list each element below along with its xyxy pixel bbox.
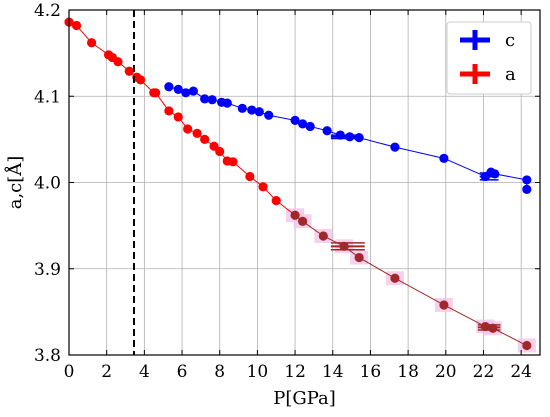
- x-tick-label: 20: [435, 362, 457, 382]
- error-bars: [330, 134, 501, 331]
- point-a: [151, 88, 161, 98]
- point-a: [318, 231, 328, 241]
- x-tick-label: 22: [473, 362, 495, 382]
- point-a: [258, 182, 268, 192]
- point-a: [192, 128, 202, 138]
- x-tick-label: 8: [214, 362, 225, 382]
- y-tick-label: 3.9: [34, 260, 61, 280]
- point-a: [354, 252, 364, 263]
- point-c: [188, 86, 198, 96]
- series-line-a: [358, 257, 396, 279]
- point-a: [245, 171, 255, 182]
- x-tick-label: 18: [397, 362, 419, 382]
- point-a: [71, 20, 82, 31]
- point-c: [247, 105, 257, 115]
- series-line-c: [394, 146, 445, 159]
- point-c: [298, 119, 308, 129]
- point-a: [87, 38, 97, 48]
- point-a: [135, 75, 146, 85]
- point-a: [164, 106, 174, 116]
- series-line-a: [394, 277, 445, 306]
- point-a: [183, 124, 193, 134]
- point-c: [390, 142, 400, 152]
- point-c: [173, 84, 183, 94]
- point-a: [173, 112, 183, 122]
- point-a: [200, 134, 210, 144]
- ticks: 0 2 4 6 8 10 12 14 16 18 20 22 243.83.94.04.14.2: [34, 1, 540, 382]
- legend: ca: [446, 21, 532, 95]
- series-line-a: [492, 327, 528, 346]
- legend-label-c: c: [505, 30, 515, 51]
- y-tick-label: 4.2: [34, 1, 61, 21]
- point-c: [222, 98, 232, 108]
- legend-entries: ca: [460, 30, 516, 85]
- x-tick-label: 4: [139, 362, 150, 382]
- x-tick-label: 0: [64, 362, 75, 382]
- series-line-a: [443, 304, 486, 327]
- x-tick-label: 2: [101, 362, 112, 382]
- x-tick-label: 6: [177, 362, 188, 382]
- y-axis-label: a,c[Å]: [4, 156, 26, 210]
- point-c: [522, 175, 532, 185]
- x-tick-label: 10: [247, 362, 269, 382]
- point-a: [439, 300, 449, 310]
- series-line-c: [494, 173, 527, 181]
- point-a: [390, 273, 400, 283]
- series-line-c: [443, 157, 486, 177]
- point-a: [522, 340, 532, 351]
- point-c: [322, 126, 332, 136]
- x-axis-label: P[GPa]: [273, 388, 336, 409]
- legend-label-a: a: [505, 64, 516, 85]
- x-tick-label: 12: [284, 362, 306, 382]
- point-a: [228, 157, 238, 167]
- point-c: [254, 107, 264, 117]
- point-a: [271, 196, 281, 206]
- x-tick-label: 16: [360, 362, 382, 382]
- y-tick-label: 3.8: [34, 346, 61, 366]
- point-c: [164, 82, 174, 92]
- point-c: [439, 153, 449, 163]
- x-tick-label: 14: [322, 362, 344, 382]
- point-c: [237, 103, 247, 113]
- point-c: [181, 88, 191, 98]
- x-tick-label: 24: [510, 362, 532, 382]
- point-c: [264, 110, 274, 120]
- point-c: [207, 95, 217, 105]
- point-c: [200, 94, 210, 104]
- point-a: [124, 66, 134, 76]
- point-c: [290, 115, 300, 125]
- point-c: [305, 121, 315, 132]
- series-line-c: [359, 137, 396, 148]
- point-a: [113, 57, 123, 67]
- y-tick-label: 4.0: [34, 174, 61, 194]
- point-c: [522, 184, 532, 194]
- point-a: [290, 210, 300, 220]
- y-tick-label: 4.1: [34, 87, 61, 107]
- point-a: [215, 146, 225, 157]
- legend-box: [446, 21, 532, 95]
- point-a: [298, 216, 308, 226]
